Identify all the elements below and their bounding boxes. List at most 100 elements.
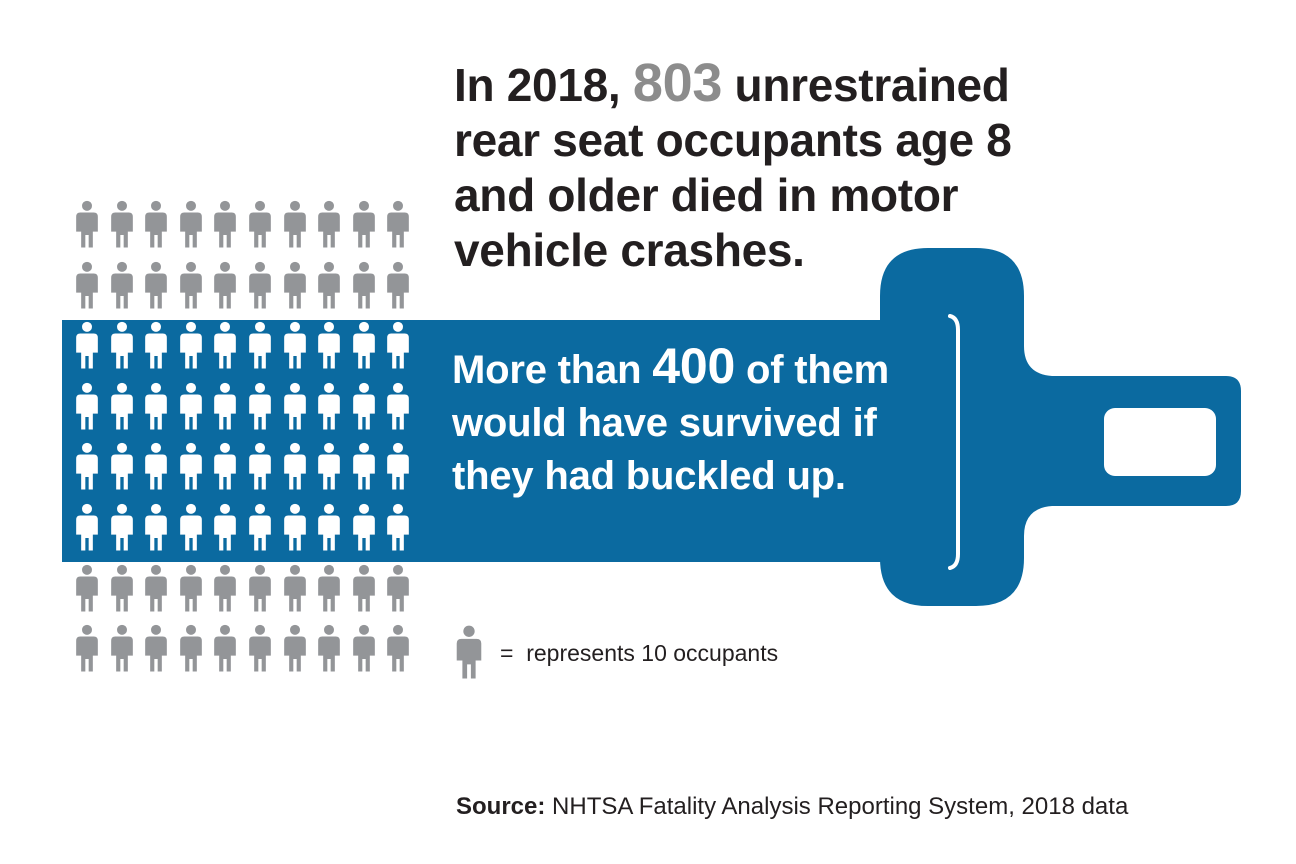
latch-window [1104,408,1216,476]
person-icon [245,319,281,379]
legend: = represents 10 occupants [452,622,778,684]
person-icon [72,198,108,258]
person-icon [245,198,281,258]
pictogram-grid [72,198,422,684]
person-icon [314,440,350,500]
person-icon [349,440,385,500]
person-icon [176,319,212,379]
legend-label: represents 10 occupants [526,639,779,666]
person-icon [314,562,350,622]
person-icon [349,319,385,379]
person-icon [141,440,177,500]
legend-equals: = [500,639,514,666]
headline-suffix: unrestrained rear seat occupants age 8 a… [454,59,1012,276]
person-icon [176,562,212,622]
person-icon [141,501,177,561]
person-icon [72,562,108,622]
person-icon [176,259,212,319]
person-icon [383,501,419,561]
person-icon [176,501,212,561]
person-icon [456,625,482,679]
person-icon [314,501,350,561]
person-icon [107,622,143,682]
person-icon [210,259,246,319]
person-icon [210,319,246,379]
person-icon [107,440,143,500]
person-icon [383,198,419,258]
person-icon [280,319,316,379]
person-icon [72,501,108,561]
person-icon [210,198,246,258]
person-icon [280,259,316,319]
person-icon [141,319,177,379]
person-icon [245,501,281,561]
person-icon [141,562,177,622]
person-icon [176,440,212,500]
person-icon [280,380,316,440]
person-icon [383,319,419,379]
person-icon [349,380,385,440]
person-icon [107,319,143,379]
person-icon [314,198,350,258]
person-icon [72,319,108,379]
person-icon [280,501,316,561]
person-icon [107,259,143,319]
headline: In 2018, 803 unrestrained rear seat occu… [454,56,1074,278]
person-icon [72,259,108,319]
person-icon [245,259,281,319]
person-icon [176,622,212,682]
person-icon [280,198,316,258]
person-icon [210,501,246,561]
person-icon [107,380,143,440]
person-icon [383,259,419,319]
person-icon [107,198,143,258]
belt-message-number: 400 [652,338,736,394]
legend-text: = represents 10 occupants [500,640,778,667]
person-icon [245,380,281,440]
person-icon [349,501,385,561]
headline-number: 803 [632,53,723,113]
person-icon [72,440,108,500]
person-icon [349,198,385,258]
source-text: NHTSA Fatality Analysis Reporting System… [545,793,1129,820]
source-label: Source: [456,793,546,820]
buckle-slot-line [948,314,960,570]
person-icon [280,622,316,682]
source-note: Source: NHTSA Fatality Analysis Reportin… [456,793,1128,821]
person-icon [141,259,177,319]
person-icon [210,622,246,682]
person-icon [176,198,212,258]
belt-message-suffix: of them would have survived if they had … [452,348,890,498]
person-icon [280,440,316,500]
person-icon [314,622,350,682]
person-icon [141,380,177,440]
person-icon [210,440,246,500]
person-icon [314,259,350,319]
person-icon [383,440,419,500]
headline-prefix: In 2018, [454,59,633,111]
person-icon [383,562,419,622]
person-icon [210,562,246,622]
belt-strap [62,320,922,562]
person-icon [280,562,316,622]
belt-message-prefix: More than [452,348,653,392]
person-icon [141,198,177,258]
person-icon [245,622,281,682]
person-icon [72,380,108,440]
person-icon [314,319,350,379]
person-icon [141,622,177,682]
person-icon [176,380,212,440]
person-icon [245,562,281,622]
person-icon [383,380,419,440]
person-icon [349,562,385,622]
person-icon [314,380,350,440]
belt-message: More than 400 of them would have survive… [452,340,922,503]
person-icon [72,622,108,682]
person-icon [383,622,419,682]
person-icon [349,259,385,319]
person-icon [245,440,281,500]
person-icon [107,501,143,561]
buckle-latch-plate [880,248,1241,606]
